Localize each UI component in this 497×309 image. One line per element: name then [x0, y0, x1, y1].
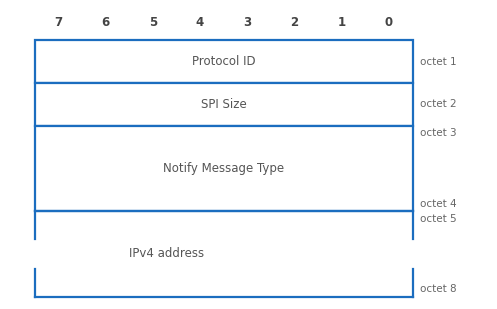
Text: octet 5: octet 5 — [420, 214, 457, 224]
Text: octet 4: octet 4 — [420, 199, 457, 209]
Text: octet 8: octet 8 — [420, 284, 457, 294]
Bar — [35, 83, 413, 126]
Bar — [35, 40, 413, 83]
Text: octet 1: octet 1 — [420, 57, 457, 66]
Text: 2: 2 — [290, 16, 299, 29]
Text: octet 2: octet 2 — [420, 99, 457, 109]
Text: 4: 4 — [196, 16, 204, 29]
Text: 1: 1 — [337, 16, 346, 29]
Text: 0: 0 — [385, 16, 393, 29]
Text: 3: 3 — [243, 16, 251, 29]
Text: SPI Size: SPI Size — [201, 98, 247, 111]
Text: 7: 7 — [54, 16, 63, 29]
Text: IPv4 address: IPv4 address — [129, 248, 205, 260]
Text: 5: 5 — [149, 16, 157, 29]
Bar — [35, 126, 413, 211]
Text: Protocol ID: Protocol ID — [192, 55, 255, 68]
Text: Notify Message Type: Notify Message Type — [163, 162, 284, 175]
Text: octet 3: octet 3 — [420, 128, 457, 138]
Text: 6: 6 — [101, 16, 110, 29]
